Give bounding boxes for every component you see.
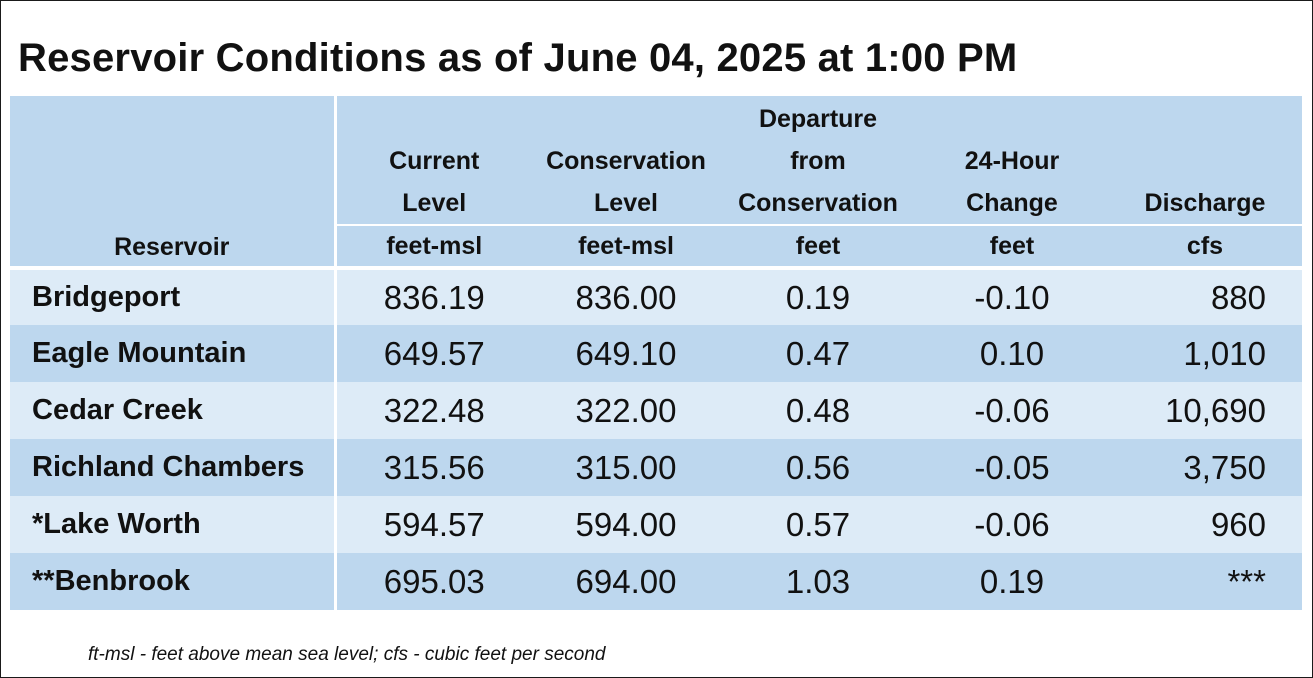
current-level-value: 836.19 [333, 266, 532, 325]
unit-departure: feet [720, 224, 916, 268]
conservation-level-value: 649.10 [532, 325, 720, 382]
header-line: Departure [758, 105, 878, 133]
change-value: 0.19 [916, 553, 1108, 610]
unit-conservation-level: feet-msl [532, 224, 720, 268]
footnote: ft-msl - feet above mean sea level; cfs … [88, 644, 606, 665]
departure-value: 0.48 [720, 382, 916, 439]
reservoir-name: Eagle Mountain [10, 325, 335, 382]
conservation-level-value: 594.00 [532, 496, 720, 553]
conservation-level-value: 315.00 [532, 439, 720, 496]
header-departure: Departure from Conservation [720, 96, 916, 225]
header-line: from [790, 147, 846, 175]
discharge-value: 3,750 [1108, 439, 1302, 496]
discharge-value: *** [1108, 553, 1302, 610]
discharge-value: 1,010 [1108, 325, 1302, 382]
table-row: Eagle Mountain 649.57 649.10 0.47 0.10 1… [10, 325, 1302, 382]
change-value: -0.06 [916, 382, 1108, 439]
current-level-value: 594.57 [333, 496, 532, 553]
header-conservation-level: Conservation Level [532, 96, 720, 225]
unit-current-level: feet-msl [333, 224, 532, 268]
departure-value: 0.56 [720, 439, 916, 496]
table-row: Richland Chambers 315.56 315.00 0.56 -0.… [10, 439, 1302, 496]
header-change: 24-Hour Change [916, 96, 1108, 225]
header-reservoir-label: Reservoir [114, 233, 230, 261]
table-row: *Lake Worth 594.57 594.00 0.57 -0.06 960 [10, 496, 1302, 553]
header-line: Conservation [546, 147, 706, 175]
departure-value: 0.19 [720, 266, 916, 325]
header-line: Conservation [738, 189, 898, 217]
header-line: Level [594, 189, 658, 217]
page-title: Reservoir Conditions as of June 04, 2025… [18, 36, 1018, 80]
reservoir-name: *Lake Worth [10, 496, 335, 553]
current-level-value: 315.56 [333, 439, 532, 496]
reservoir-name: Bridgeport [10, 266, 335, 325]
conservation-level-value: 836.00 [532, 266, 720, 325]
discharge-value: 880 [1108, 266, 1302, 325]
header-line: Discharge [1144, 189, 1266, 217]
current-level-value: 322.48 [333, 382, 532, 439]
change-value: 0.10 [916, 325, 1108, 382]
header-line: Current [389, 147, 480, 175]
header-line: 24-Hour [964, 147, 1060, 175]
table-row: Bridgeport 836.19 836.00 0.19 -0.10 880 [10, 266, 1302, 325]
departure-value: 1.03 [720, 553, 916, 610]
unit-discharge: cfs [1108, 224, 1302, 268]
departure-value: 0.57 [720, 496, 916, 553]
conservation-level-value: 322.00 [532, 382, 720, 439]
reservoir-name: Richland Chambers [10, 439, 335, 496]
current-level-value: 695.03 [333, 553, 532, 610]
discharge-value: 10,690 [1108, 382, 1302, 439]
discharge-value: 960 [1108, 496, 1302, 553]
table-row: Cedar Creek 322.48 322.00 0.48 -0.06 10,… [10, 382, 1302, 439]
header-reservoir: Reservoir [10, 96, 335, 268]
reservoir-name: **Benbrook [10, 553, 335, 610]
reservoir-table: Reservoir Current Level Conservation Lev… [10, 96, 1302, 610]
change-value: -0.06 [916, 496, 1108, 553]
table-row: **Benbrook 695.03 694.00 1.03 0.19 *** [10, 553, 1302, 610]
header-discharge: Discharge [1108, 96, 1302, 225]
header-line: Level [402, 189, 467, 217]
change-value: -0.05 [916, 439, 1108, 496]
header-current-level: Current Level [333, 96, 532, 225]
change-value: -0.10 [916, 266, 1108, 325]
reservoir-name: Cedar Creek [10, 382, 335, 439]
header-line: Change [966, 189, 1058, 217]
departure-value: 0.47 [720, 325, 916, 382]
current-level-value: 649.57 [333, 325, 532, 382]
conservation-level-value: 694.00 [532, 553, 720, 610]
unit-change: feet [916, 224, 1108, 268]
